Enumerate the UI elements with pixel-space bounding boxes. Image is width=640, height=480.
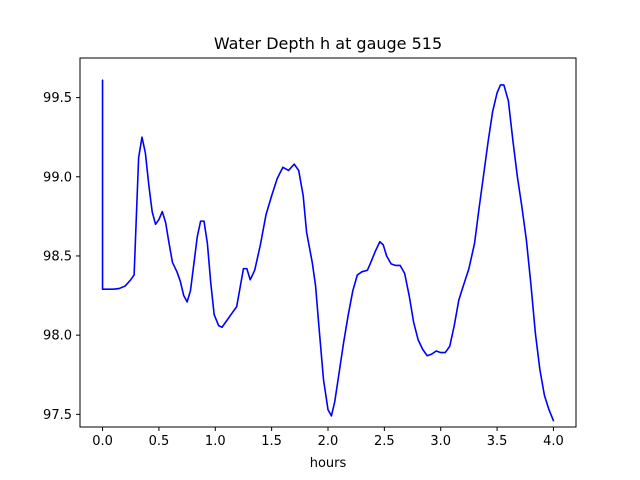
- y-tick-label: 99.5: [43, 91, 72, 106]
- axes-frame: [79, 57, 577, 428]
- x-axis-label: hours: [310, 456, 347, 471]
- x-tick-label: 4.0: [543, 434, 564, 449]
- y-tick-label: 97.5: [43, 408, 72, 423]
- x-tick-label: 3.5: [487, 434, 508, 449]
- y-tick-label: 98.0: [43, 329, 72, 344]
- chart-title: Water Depth h at gauge 515: [214, 34, 442, 53]
- x-axis: 0.0 0.5 1.0 1.5 2.0 2.5 3.0 3.5 4.0: [92, 427, 564, 449]
- x-tick-label: 2.5: [374, 434, 395, 449]
- y-axis: 97.5 98.0 98.5 99.0 99.5: [43, 91, 80, 423]
- x-tick-label: 3.0: [430, 434, 451, 449]
- y-tick-label: 99.0: [43, 170, 72, 185]
- plot-area: [79, 57, 577, 428]
- x-tick-label: 2.0: [318, 434, 339, 449]
- series-line-0: [101, 79, 555, 422]
- series-layer: [101, 79, 555, 422]
- x-tick-label: 1.0: [205, 434, 226, 449]
- y-tick-label: 98.5: [43, 249, 72, 264]
- x-tick-label: 1.5: [261, 434, 282, 449]
- x-tick-label: 0.5: [149, 434, 170, 449]
- x-tick-label: 0.0: [92, 434, 113, 449]
